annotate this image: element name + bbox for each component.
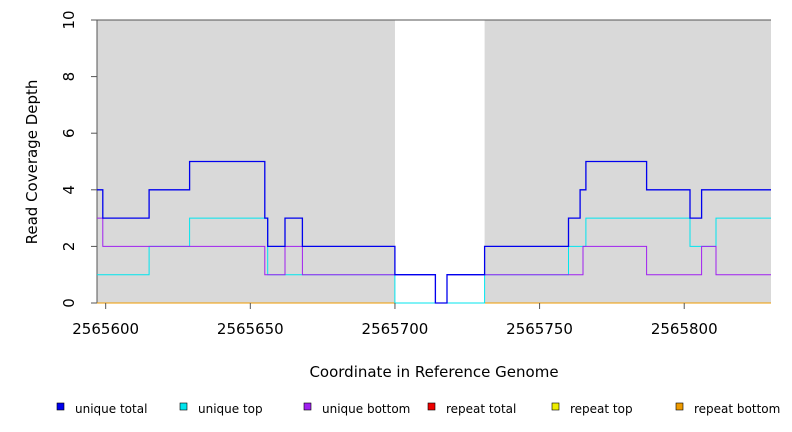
y-tick-label: 8	[60, 72, 78, 82]
y-axis-title: Read Coverage Depth	[23, 80, 41, 245]
legend-label: unique top	[198, 402, 263, 416]
x-tick-label: 2565600	[72, 320, 139, 338]
legend: unique total unique top unique bottom repea…	[56, 402, 780, 416]
legend-label: unique bottom	[322, 402, 410, 416]
tick-labels: 2565600 2565650 2565700 2565750 2565800 0 2 4 6 8…	[60, 10, 718, 338]
y-tick-label: 6	[60, 128, 78, 138]
x-axis-title: Coordinate in Reference Genome	[309, 363, 558, 381]
legend-swatch	[675, 402, 684, 411]
legend-item-repeat-total: repeat total	[427, 402, 516, 416]
legend-item-unique-top: unique top	[179, 402, 263, 416]
series-lines	[97, 160, 771, 304]
legend-swatch	[56, 402, 65, 411]
legend-swatch	[179, 402, 188, 411]
x-tick-label: 2565700	[362, 320, 429, 338]
legend-swatch	[303, 402, 312, 411]
legend-label: unique total	[75, 402, 147, 416]
x-tick-label: 2565650	[217, 320, 284, 338]
legend-label: repeat bottom	[694, 402, 780, 416]
axes	[96, 19, 771, 303]
legend-item-repeat-bottom: repeat bottom	[675, 402, 780, 416]
series-line-unique-total	[97, 160, 771, 304]
x-tick-label: 2565750	[506, 320, 573, 338]
series-line-unique-top	[97, 217, 771, 304]
legend-swatch	[551, 402, 560, 411]
legend-item-unique-bottom: unique bottom	[303, 402, 410, 416]
y-tick-label: 0	[60, 298, 78, 308]
x-tick-label: 2565800	[651, 320, 718, 338]
legend-item-unique-total: unique total	[56, 402, 147, 416]
y-tick-label: 2	[60, 242, 78, 252]
legend-item-repeat-top: repeat top	[551, 402, 633, 416]
y-tick-label: 4	[60, 185, 78, 195]
legend-label: repeat total	[446, 402, 516, 416]
legend-swatch	[427, 402, 436, 411]
y-tick-label: 10	[60, 10, 78, 29]
legend-label: repeat top	[570, 402, 633, 416]
